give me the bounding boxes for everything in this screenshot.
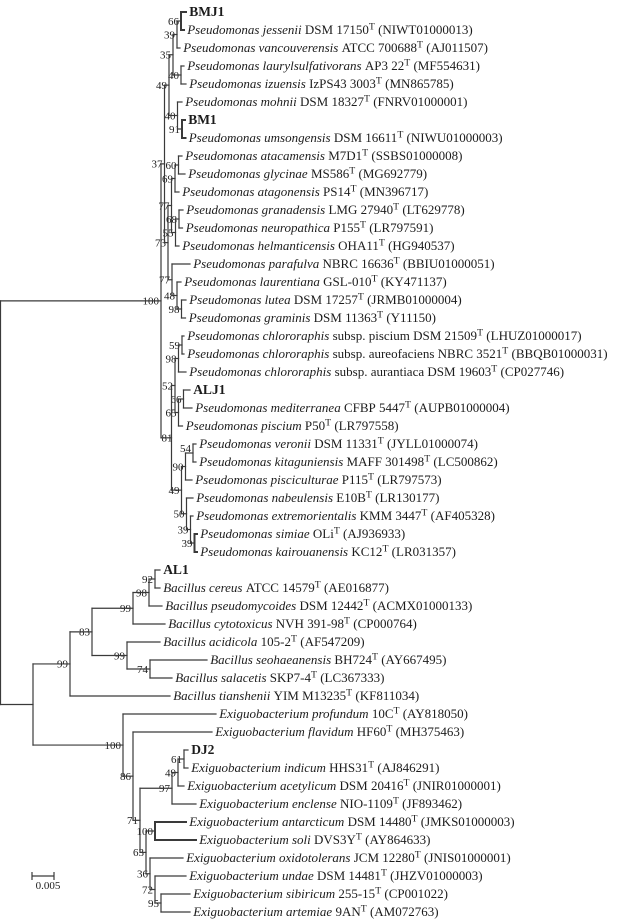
taxon-label: Exiguobacterium artemiae 9ANT (AM072763) [192, 904, 438, 920]
taxon-label: Pseudomonas parafulva NBRC 16636T (BBIU0… [192, 256, 494, 272]
taxon-label: Exiguobacterium sibiricum 255-15T (CP001… [192, 886, 448, 902]
scale-bar [31, 872, 55, 880]
bootstrap-value: 63 [133, 847, 145, 859]
bootstrap-value: 99 [57, 659, 69, 671]
bootstrap-value: 59 [169, 340, 181, 352]
taxon-label: Bacillus salacetis SKP7-4T (LC367333) [175, 670, 384, 686]
bootstrap-value: 52 [162, 380, 173, 392]
bootstrap-value: 50 [174, 509, 186, 521]
taxon-label: BM1 [188, 112, 217, 127]
bootstrap-value: 99 [120, 603, 132, 615]
taxon-label: Pseudomonas atagonensis PS14T (MN396717) [181, 184, 428, 200]
taxon-label: Pseudomonas kitaguniensis MAFF 301498T (… [198, 454, 498, 470]
bootstrap-value: 61 [171, 754, 182, 766]
bootstrap-value: 39 [164, 29, 176, 41]
bootstrap-value: 92 [142, 574, 153, 586]
taxon-label: Pseudomonas granadensis LMG 27940T (LT62… [185, 202, 465, 218]
bootstrap-value: 77 [159, 275, 171, 287]
taxon-label: Pseudomonas piscium P50T (LR797558) [185, 418, 399, 434]
taxon-label: Pseudomonas mohnii DSM 18327T (FNRV01000… [184, 94, 467, 110]
taxon-label: Pseudomonas vancouverensis ATCC 700688T … [182, 40, 488, 56]
bootstrap-value: 83 [79, 627, 91, 639]
taxon-label: Bacillus acidicola 105-2T (AF547209) [163, 634, 364, 650]
taxon-label: Pseudomonas atacamensis M7D1T (SSBS01000… [184, 148, 462, 164]
taxon-label: Pseudomonas chlororaphis subsp. aureofac… [186, 346, 607, 362]
taxon-label: Exiguobacterium antarcticum DSM 14480T (… [188, 814, 514, 830]
bootstrap-value: 91 [169, 124, 180, 136]
taxon-label: Exiguobacterium soli DVS3YT (AY864633) [198, 832, 430, 848]
bootstrap-value: 66 [171, 394, 183, 406]
bootstrap-value: 35 [160, 50, 172, 62]
taxon-label: Bacillus pseudomycoides DSM 12442T (ACMX… [165, 598, 472, 614]
bootstrap-value: 100 [143, 296, 160, 308]
taxon-label: Pseudomonas helmanticensis OHA11T (HG940… [181, 238, 454, 254]
bootstrap-value: 40 [168, 70, 180, 82]
taxon-label: Pseudomonas jessenii DSM 17150T (NIWT010… [186, 22, 472, 38]
taxon-label: Pseudomonas umsongensis DSM 16611T (NIWU… [188, 130, 503, 146]
bootstrap-value: 54 [180, 443, 192, 455]
taxon-label: Exiguobacterium acetylicum DSM 20416T (J… [186, 778, 501, 794]
taxon-label: Pseudomonas laurentiana GSL-010T (KY4711… [183, 274, 446, 290]
bootstrap-value: 98 [136, 587, 148, 599]
bootstrap-value: 49 [165, 767, 177, 779]
bootstrap-value: 40 [165, 110, 177, 122]
bootstrap-value: 98 [166, 353, 178, 365]
bootstrap-value: 86 [120, 771, 132, 783]
taxon-label: Pseudomonas izuensis IzPS43 3003T (MN865… [188, 76, 454, 92]
taxon-label: Exiguobacterium undae DSM 14481T (JHZV01… [188, 868, 482, 884]
bootstrap-value: 49 [156, 80, 168, 92]
taxon-label: Exiguobacterium oxidotolerans JCM 12280T… [185, 850, 510, 866]
bootstrap-value: 39 [178, 524, 190, 536]
taxon-label: Bacillus cytotoxicus NVH 391-98T (CP0007… [168, 616, 417, 632]
taxon-label: Pseudomonas graminis DSM 11363T (Y11150) [188, 310, 436, 326]
taxon-label: Exiguobacterium flavidum HF60T (MH375463… [214, 724, 464, 740]
bootstrap-value: 95 [148, 898, 160, 910]
taxon-label: BMJ1 [189, 4, 224, 19]
taxon-label: Bacillus cereus ATCC 14579T (AE016877) [163, 580, 389, 596]
bootstrap-value: 98 [169, 304, 181, 316]
bootstrap-value: 81 [162, 433, 173, 445]
bootstrap-value: 100 [137, 826, 154, 838]
taxon-label: Pseudomonas glycinae MS586T (MG692779) [187, 166, 427, 182]
bootstrap-value: 49 [169, 485, 181, 497]
scale-bar-label: 0.005 [35, 880, 61, 892]
taxon-label: Pseudomonas neuropathica P155T (LR797591… [185, 220, 434, 236]
bootstrap-value: 71 [127, 815, 138, 827]
taxon-label: Bacillus tianshenii YIM M13235T (KF81103… [173, 688, 419, 704]
taxon-label: Pseudomonas pisciculturae P115T (LR79757… [194, 472, 441, 488]
taxon-label: AL1 [163, 562, 189, 577]
taxon-label: Exiguobacterium indicum HHS31T (AJ846291… [190, 760, 439, 776]
taxon-label: Pseudomonas kairouanensis KC12T (LR03135… [199, 544, 456, 560]
bootstrap-value: 66 [168, 16, 180, 28]
bootstrap-value: 90 [173, 461, 185, 473]
taxon-label: Pseudomonas lutea DSM 17257T (JRMB010000… [188, 292, 462, 308]
bootstrap-value: 39 [182, 538, 194, 550]
taxon-label: Pseudomonas veronii DSM 11331T (JYLL0100… [198, 436, 478, 452]
taxon-label: Pseudomonas nabeulensis E10BT (LR130177) [195, 490, 439, 506]
taxon-label: Exiguobacterium profundum 10CT (AY818050… [218, 706, 468, 722]
bootstrap-value: 99 [114, 650, 126, 662]
bootstrap-value: 74 [137, 664, 149, 676]
taxon-label: Pseudomonas simiae OLiT (AJ936933) [199, 526, 405, 542]
taxon-label: Pseudomonas mediterranea CFBP 5447T (AUP… [194, 400, 509, 416]
taxon-label: DJ2 [191, 742, 214, 757]
taxon-label: Pseudomonas extremorientalis KMM 3447T (… [195, 508, 495, 524]
bootstrap-value: 36 [137, 869, 149, 881]
bootstrap-value: 69 [162, 173, 174, 185]
taxon-label: Pseudomonas laurylsulfativorans AP3 22T … [186, 58, 480, 74]
taxon-label: ALJ1 [193, 382, 226, 397]
bootstrap-value: 48 [164, 290, 176, 302]
taxon-label: Bacillus seohaeanensis BH724T (AY667495) [210, 652, 446, 668]
bootstrap-value: 100 [105, 740, 122, 752]
taxon-label: Pseudomonas chlororaphis subsp. aurantia… [188, 364, 564, 380]
taxon-label: Exiguobacterium enclense NIO-1109T (JF89… [198, 796, 462, 812]
bootstrap-value: 60 [166, 160, 178, 172]
bootstrap-value: 37 [152, 159, 164, 171]
bootstrap-value: 72 [142, 884, 153, 896]
taxon-label: Pseudomonas chlororaphis subsp. piscium … [186, 328, 581, 344]
bootstrap-value: 97 [159, 783, 171, 795]
